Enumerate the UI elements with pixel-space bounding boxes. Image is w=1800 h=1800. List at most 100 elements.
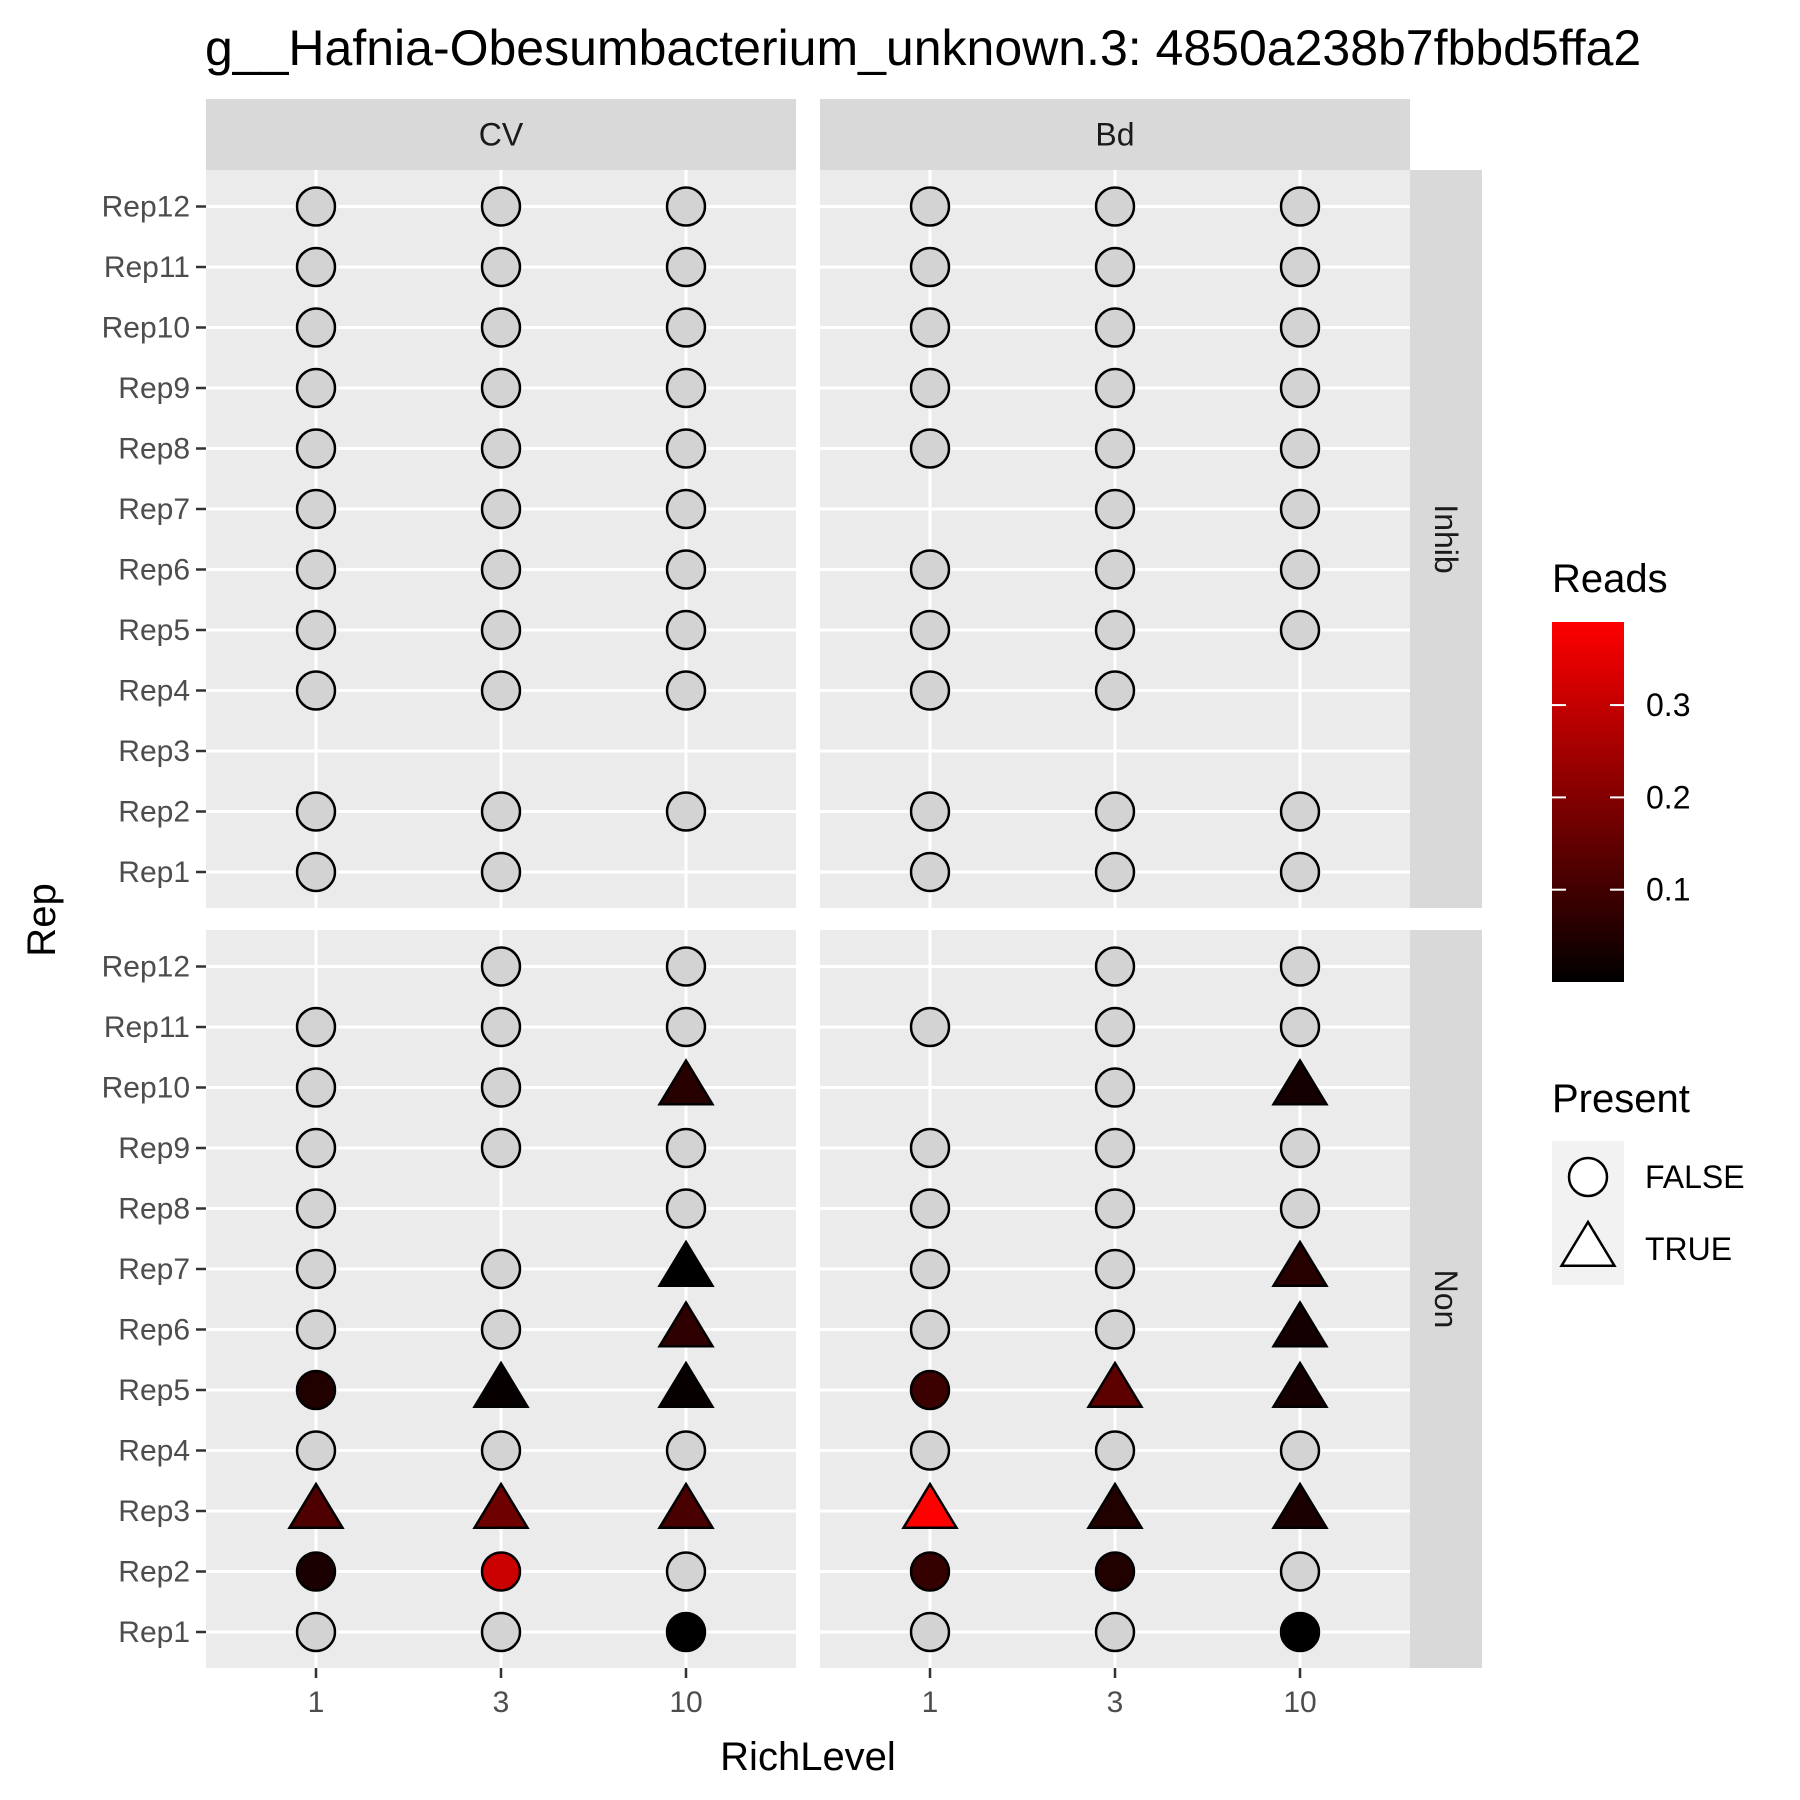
point-circle [1094,186,1136,227]
point-circle [1279,488,1321,530]
present-shape-legend: FALSE TRUE [1552,1141,1745,1285]
point-circle [1094,367,1136,409]
point-circle [295,1006,337,1048]
point-circle [665,670,707,711]
point-circle [1094,549,1136,590]
point-triangle [1086,1360,1144,1408]
point-triangle [657,1481,715,1529]
point-circle [480,670,522,711]
point-circle [480,1248,522,1290]
point-circle [1094,1309,1136,1350]
point-circle [1279,549,1321,590]
point-circle [295,1309,337,1350]
point-circle [480,1006,522,1048]
y-tick-label: Rep5 [118,614,190,647]
point-circle [480,428,522,469]
y-tick-label: Rep11 [104,1011,190,1044]
point-circle [1094,791,1136,832]
point-circle [295,1430,337,1471]
point-triangle [1271,1239,1329,1287]
x-tick-label: 1 [922,1686,939,1719]
point-circle [1094,670,1136,711]
point-circle [1279,367,1321,409]
facet-strip-inhib [1410,170,1482,908]
point-circle [1094,246,1136,288]
point-circle [295,1127,337,1169]
point-circle [665,946,707,987]
legend-triangle-key [1559,1219,1617,1267]
point-marks [287,186,1329,1653]
y-tick-label: Rep12 [102,951,190,984]
point-circle [1279,1611,1321,1653]
facet-label-non: Non [1428,1270,1464,1329]
point-circle [480,1430,522,1471]
facet-label-inhib: Inhib [1428,504,1464,573]
point-triangle [472,1481,530,1529]
point-circle [909,367,951,409]
y-tick-label: Rep11 [104,251,190,284]
point-circle [295,1611,337,1653]
y-tick-label: Rep8 [118,433,190,466]
point-circle [1094,609,1136,651]
point-circle [1094,1611,1136,1653]
colorbar-gradient [1552,622,1624,982]
point-circle [1279,609,1321,651]
point-circle [1094,946,1136,987]
point-circle [1094,428,1136,469]
point-triangle [1271,1300,1329,1348]
point-circle [909,851,951,893]
y-tick-label: Rep10 [102,1072,190,1105]
y-axis-title: Rep [20,883,64,956]
point-triangle [1271,1360,1329,1408]
point-circle [909,246,951,288]
point-circle [665,428,707,469]
point-circle [665,791,707,832]
point-circle [480,549,522,590]
point-circle [1279,946,1321,987]
point-circle [909,428,951,469]
point-circle [665,186,707,227]
point-circle [295,307,337,348]
point-circle [480,851,522,893]
point-circle [295,1248,337,1290]
point-triangle [472,1360,530,1408]
point-circle [909,791,951,832]
point-circle [480,1551,522,1592]
facet-panels: CV Bd Inhib Non [206,99,1482,1668]
point-circle [480,791,522,832]
point-circle [909,1006,951,1048]
point-circle [480,946,522,987]
point-circle [909,609,951,651]
x-tick-label: 3 [1107,1686,1124,1719]
point-circle [909,1188,951,1229]
point-circle [909,549,951,590]
y-tick-label: Rep3 [118,735,190,768]
y-axis: Rep1 Rep2 Rep3 Rep4 Rep5 Rep6 Rep7 Rep8 Rep9 Rep1… [102,191,206,1649]
point-circle [1279,246,1321,288]
y-tick-label: Rep7 [118,493,190,526]
point-circle [295,1188,337,1229]
x-tick-label: 3 [493,1686,510,1719]
point-circle [909,1369,951,1411]
point-circle [295,549,337,590]
point-circle [1094,307,1136,348]
point-circle [1279,307,1321,348]
point-circle [909,1248,951,1290]
point-circle [1279,1551,1321,1592]
y-tick-label: Rep9 [118,372,190,405]
point-circle [1279,851,1321,893]
point-circle [665,1551,707,1592]
point-circle [665,1188,707,1229]
point-circle [295,186,337,227]
y-tick-label: Rep1 [118,856,190,889]
y-tick-label: Rep3 [118,1495,190,1528]
point-circle [1094,851,1136,893]
reads-colorbar: 0.1 0.2 0.3 [1552,622,1690,982]
point-circle [480,488,522,530]
colorbar-tick-label: 0.3 [1646,687,1690,723]
legend-circle-key [1567,1156,1609,1198]
x-tick-label: 10 [1283,1686,1316,1719]
legend-reads-title: Reads [1552,557,1668,601]
point-circle [1279,186,1321,227]
point-circle [295,851,337,893]
